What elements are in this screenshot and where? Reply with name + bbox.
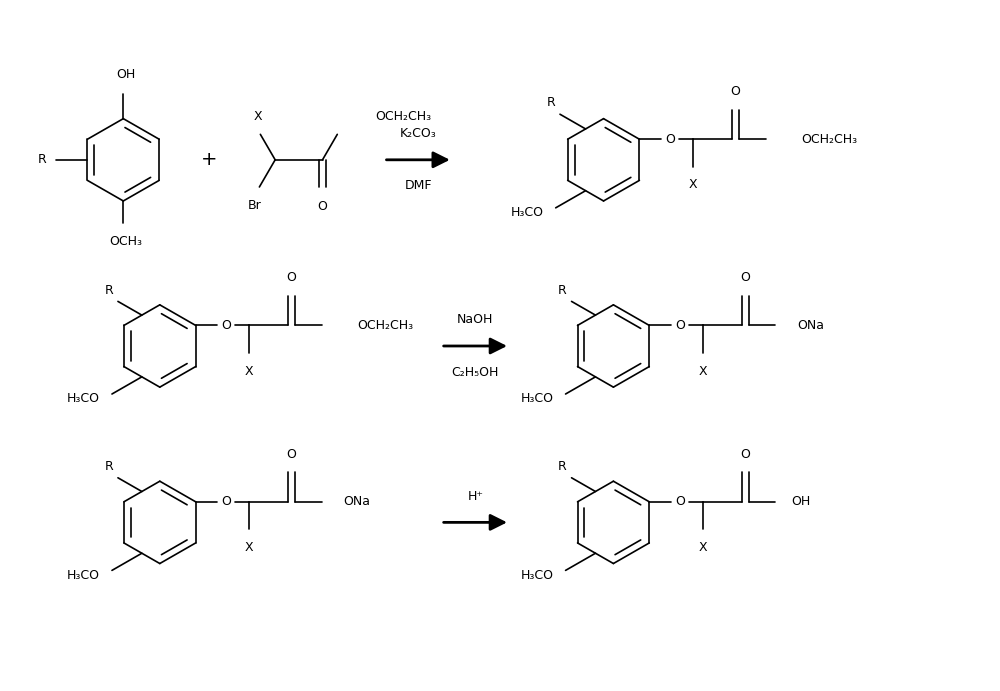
Text: X: X bbox=[245, 541, 253, 554]
Text: O: O bbox=[286, 272, 296, 284]
Text: X: X bbox=[245, 365, 253, 377]
Text: DMF: DMF bbox=[404, 180, 432, 192]
Text: ONa: ONa bbox=[344, 495, 371, 509]
Text: R: R bbox=[558, 283, 567, 296]
Text: Br: Br bbox=[248, 199, 261, 211]
Text: H₃CO: H₃CO bbox=[67, 392, 100, 406]
Text: O: O bbox=[318, 200, 327, 213]
Text: R: R bbox=[104, 283, 113, 296]
Text: H⁺: H⁺ bbox=[467, 490, 483, 503]
Text: R: R bbox=[37, 153, 46, 167]
Text: O: O bbox=[221, 319, 231, 332]
Text: X: X bbox=[688, 178, 697, 191]
Text: +: + bbox=[201, 151, 217, 169]
Text: K₂CO₃: K₂CO₃ bbox=[400, 127, 437, 140]
Text: R: R bbox=[546, 96, 555, 109]
Text: O: O bbox=[665, 133, 675, 146]
Text: H₃CO: H₃CO bbox=[521, 392, 554, 406]
Text: R: R bbox=[104, 460, 113, 473]
Text: R: R bbox=[558, 460, 567, 473]
Text: C₂H₅OH: C₂H₅OH bbox=[452, 366, 499, 379]
Text: O: O bbox=[675, 495, 685, 509]
Text: O: O bbox=[675, 319, 685, 332]
Text: OCH₂CH₃: OCH₂CH₃ bbox=[801, 133, 857, 146]
Text: ONa: ONa bbox=[797, 319, 824, 332]
Text: OCH₂CH₃: OCH₂CH₃ bbox=[357, 319, 414, 332]
Text: NaOH: NaOH bbox=[457, 314, 494, 326]
Text: X: X bbox=[698, 541, 707, 554]
Text: H₃CO: H₃CO bbox=[521, 569, 554, 582]
Text: X: X bbox=[698, 365, 707, 377]
Text: H₃CO: H₃CO bbox=[511, 206, 544, 219]
Text: X: X bbox=[254, 110, 263, 122]
Text: O: O bbox=[221, 495, 231, 509]
Text: O: O bbox=[286, 448, 296, 461]
Text: OCH₃: OCH₃ bbox=[109, 235, 142, 248]
Text: O: O bbox=[740, 272, 750, 284]
Text: O: O bbox=[740, 448, 750, 461]
Text: OH: OH bbox=[117, 68, 136, 82]
Text: OH: OH bbox=[791, 495, 811, 509]
Text: H₃CO: H₃CO bbox=[67, 569, 100, 582]
Text: OCH₂CH₃: OCH₂CH₃ bbox=[375, 110, 431, 122]
Text: O: O bbox=[730, 85, 740, 98]
